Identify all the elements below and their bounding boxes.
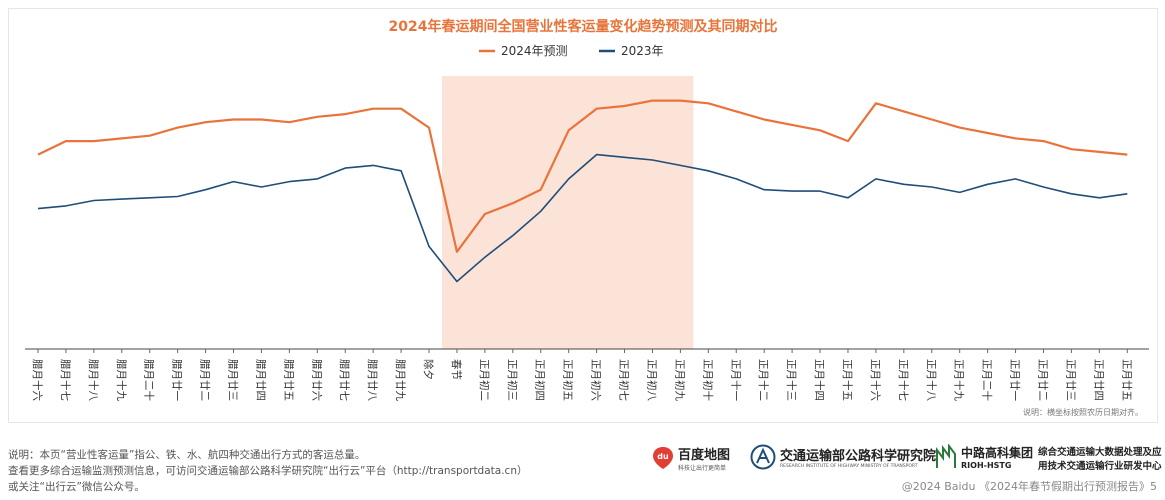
baidu-map-name: 百度地图 <box>678 448 731 463</box>
rioh-english: RESEARCH INSTITUTE OF HIGHWAY MINISTRY O… <box>780 464 918 469</box>
hstg-name: 中路高科集团 <box>961 446 1034 460</box>
x-tick-label: 正月十六 <box>869 359 882 401</box>
x-tick-label: 正月十二 <box>757 359 770 401</box>
rioh-name: 交通运输部公路科学研究院 <box>780 449 937 464</box>
baidu-map-logo: du 百度地图 科技让出行更简单 <box>652 444 730 472</box>
x-tick-label: 正月初八 <box>645 359 658 401</box>
series-line <box>37 99 1128 253</box>
rioh-emblem-icon <box>750 444 776 470</box>
x-tick-label: 正月初五 <box>562 359 575 401</box>
baidu-map-pin-icon: du <box>653 447 673 469</box>
legend-label: 2023年 <box>621 44 664 58</box>
highlight-region <box>441 76 694 349</box>
x-tick-label: 腊月廿二 <box>199 359 211 401</box>
research-center-label: 综合交通运输大数据处理及应 用技术交通运输行业研发中心 <box>1038 444 1162 472</box>
x-tick-label: 腊月十七 <box>59 359 72 401</box>
x-tick-label: 腊月廿四 <box>254 359 266 401</box>
hstg-emblem-icon <box>936 444 956 468</box>
x-tick-label: 正月廿五 <box>1120 359 1132 401</box>
x-tick-label: 腊月廿六 <box>310 359 322 401</box>
note-line: 或关注“出行云”微信公众号。 <box>8 481 145 493</box>
x-tick-label: 春节 <box>450 359 462 380</box>
x-tick-label: 正月廿一 <box>1009 359 1021 401</box>
x-tick-label: 正月初三 <box>506 359 519 401</box>
hstg-logo: 中路高科集团 RIOH-HSTG <box>935 444 1033 470</box>
chart-footnote: 说明：横坐标按照农历日期对齐。 <box>1023 407 1143 417</box>
x-tick-label: 正月初二 <box>478 359 491 401</box>
note-line: 说明：本页“营业性客运量”指公、铁、水、航四种交通出行方式的客运总量。 <box>8 449 366 461</box>
x-tick-label: 正月初七 <box>618 359 631 401</box>
x-tick-label: 腊月廿一 <box>171 359 183 401</box>
x-tick-label: 正月初十 <box>701 359 714 401</box>
x-tick-label: 腊月廿八 <box>366 359 378 401</box>
rioh-logo: 交通运输部公路科学研究院 RESEARCH INSTITUTE OF HIGHW… <box>750 444 936 470</box>
x-tick-label: 正月十七 <box>897 359 910 401</box>
page-footer: @2024 Baidu 《2024年春节假期出行预测报告》5 <box>901 480 1157 493</box>
research-center-line2: 用技术交通运输行业研发中心 <box>1038 461 1162 472</box>
chart-title: 2024年春运期间全国营业性客运量变化趋势预测及其同期对比 <box>389 18 778 35</box>
x-tick-label: 正月二十 <box>981 359 994 401</box>
x-tick-label: 正月初九 <box>673 359 686 401</box>
x-tick-label: 腊月十八 <box>87 359 100 401</box>
baidu-du-mark: du <box>657 452 669 461</box>
x-tick-label: 正月十九 <box>953 359 966 401</box>
series-line <box>37 153 1128 283</box>
x-tick-label: 正月十五 <box>841 359 854 401</box>
notes: 说明：本页“营业性客运量”指公、铁、水、航四种交通出行方式的客运总量。 查看更多… <box>8 447 527 495</box>
x-tick-label: 正月初六 <box>590 359 603 401</box>
x-tick-label: 腊月二十 <box>143 359 156 401</box>
chart-frame: 2024年春运期间全国营业性客运量变化趋势预测及其同期对比 2024年预测 2023… <box>8 8 1158 423</box>
x-tick-label: 正月廿二 <box>1036 359 1048 401</box>
hstg-english: RIOH-HSTG <box>961 461 1012 470</box>
line-chart: 2024年春运期间全国营业性客运量变化趋势预测及其同期对比 2024年预测 2023… <box>25 18 1149 417</box>
x-tick-label: 腊月十六 <box>31 359 44 401</box>
research-center-line1: 综合交通运输大数据处理及应 <box>1038 447 1162 458</box>
x-tick-label: 腊月廿三 <box>227 359 239 401</box>
x-tick-label: 腊月廿七 <box>338 359 350 401</box>
x-tick-label: 正月十三 <box>785 359 798 401</box>
x-tick-label: 正月十一 <box>729 359 742 401</box>
x-tick-label: 腊月廿九 <box>394 359 406 401</box>
x-tick-label: 除夕 <box>422 359 435 380</box>
x-tick-label: 正月廿三 <box>1064 359 1076 401</box>
x-tick-label: 腊月十九 <box>115 359 128 401</box>
note-line: 查看更多综合运输监测预测信息，可访问交通运输部公路科学研究院“出行云”平台（ht… <box>8 465 528 477</box>
x-tick-label: 腊月廿五 <box>282 359 294 401</box>
x-tick-label: 正月十四 <box>813 359 826 401</box>
x-tick-label: 正月廿四 <box>1092 359 1104 401</box>
x-tick-label: 正月初四 <box>534 359 547 401</box>
baidu-map-tagline: 科技让出行更简单 <box>678 465 727 472</box>
x-tick-label: 正月十八 <box>925 359 938 401</box>
legend-label: 2024年预测 <box>501 44 568 58</box>
